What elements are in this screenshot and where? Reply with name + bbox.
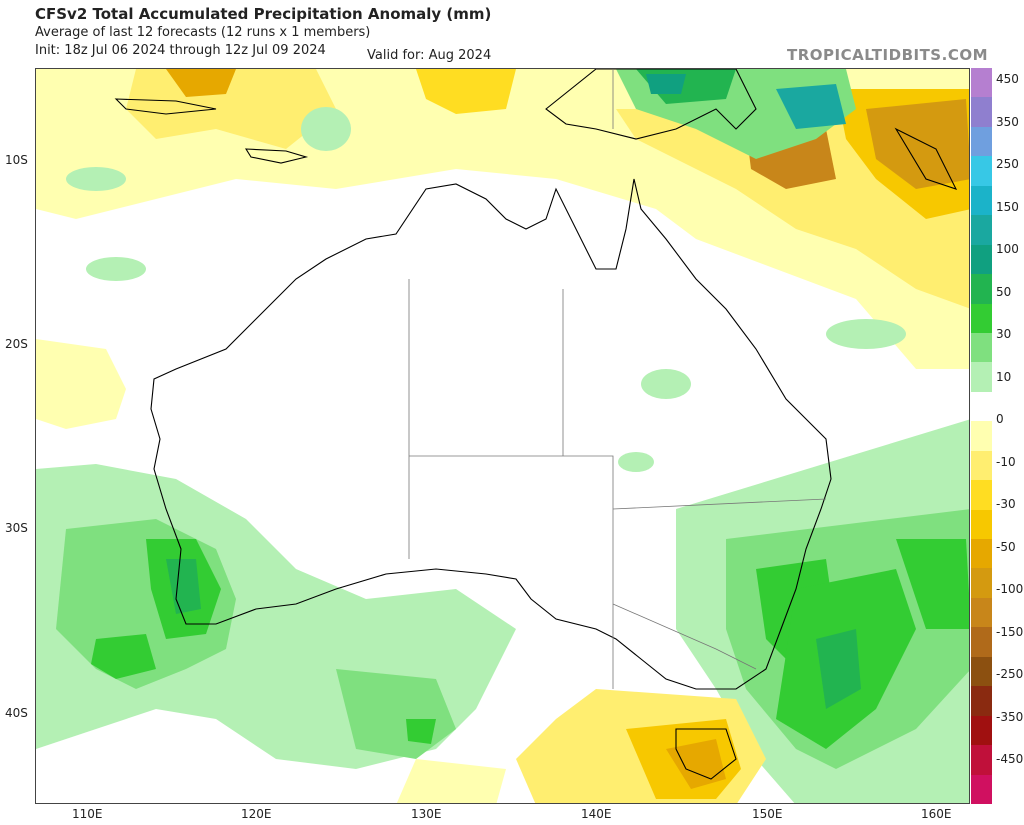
colorbar-segment (971, 539, 992, 569)
colorbar-segment (971, 274, 992, 305)
colorbar-segment (971, 421, 992, 452)
lat-label: 20S (5, 337, 28, 351)
colorbar-label: 0 (996, 412, 1004, 426)
colorbar-segment (971, 185, 992, 216)
colorbar-segment (971, 303, 992, 334)
colorbar-segment (971, 332, 992, 363)
colorbar-label: -100 (996, 582, 1024, 596)
colorbar-label: 30 (996, 327, 1012, 341)
map-subtitle: Average of last 12 forecasts (12 runs x … (35, 25, 371, 40)
colorbar-segment (971, 627, 992, 658)
map-title: CFSv2 Total Accumulated Precipitation An… (35, 5, 492, 23)
colorbar-label: -30 (996, 497, 1016, 511)
tasmania-coastline (675, 728, 737, 780)
header: CFSv2 Total Accumulated Precipitation An… (35, 4, 491, 60)
colorbar-label: -150 (996, 624, 1024, 639)
colorbar-label: 350 (996, 114, 1019, 129)
colorbar-label: -50 (996, 539, 1016, 554)
colorbar-segment (971, 774, 992, 805)
colorbar-label: 100 (996, 242, 1019, 256)
colorbar-segment (971, 450, 992, 481)
init-text: Init: 18z Jul 06 2024 through 12z Jul 09… (35, 43, 326, 58)
colorbar-segment (971, 568, 992, 599)
colorbar-label: -10 (996, 454, 1016, 469)
colorbar-segment (971, 745, 992, 776)
colorbar-label: -350 (996, 709, 1024, 724)
colorbar-label: -250 (996, 667, 1024, 681)
colorbar-label: 10 (996, 369, 1012, 384)
colorbar-segment (971, 68, 992, 98)
lon-label: 140E (581, 807, 612, 821)
colorbar-segment (971, 215, 992, 246)
colorbar-segment (971, 686, 992, 717)
colorbar-segment (971, 597, 992, 628)
colorbar-segment (971, 715, 992, 746)
lat-label: 30S (5, 521, 28, 535)
colorbar (971, 68, 992, 805)
colorbar-segment (971, 126, 992, 157)
colorbar-label: 150 (996, 199, 1019, 214)
lon-label: 120E (241, 807, 272, 821)
colorbar-label: 250 (996, 157, 1019, 171)
lon-label: 150E (752, 807, 783, 821)
colorbar-segment (971, 656, 992, 687)
colorbar-segment (971, 480, 992, 511)
lat-label: 40S (5, 706, 28, 720)
coastlines (114, 69, 958, 780)
colorbar-segment (971, 244, 992, 275)
colorbar-segment (971, 156, 992, 187)
map-canvas (36, 69, 969, 803)
lon-label: 110E (72, 807, 103, 821)
colorbar-segment (971, 391, 992, 422)
brand-logo-text: TROPICALTIDBITS.COM (787, 46, 988, 64)
lat-label: 10S (5, 153, 28, 167)
colorbar-segment (971, 509, 992, 540)
timor-coastline (244, 148, 309, 164)
australia-coastline (150, 178, 832, 690)
valid-text: Valid for: Aug 2024 (367, 48, 492, 63)
colorbar-label: -450 (996, 752, 1024, 766)
state-borders (408, 69, 827, 689)
anomaly-fields (36, 69, 969, 803)
colorbar-label: 50 (996, 284, 1012, 299)
colorbar-segment (971, 97, 992, 128)
islands-coastline (114, 98, 958, 190)
new-guinea-coastline (545, 69, 757, 140)
colorbar-segment (971, 362, 992, 393)
colorbar-label: 450 (996, 72, 1019, 86)
precip-anomaly-map (35, 68, 970, 804)
lon-label: 160E (921, 807, 952, 821)
lon-label: 130E (411, 807, 442, 821)
